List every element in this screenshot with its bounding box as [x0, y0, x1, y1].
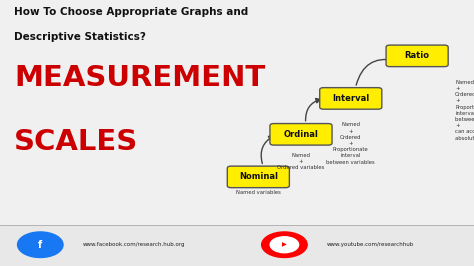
FancyBboxPatch shape	[319, 88, 382, 109]
Text: www.facebook.com/research.hub.org: www.facebook.com/research.hub.org	[83, 242, 185, 247]
Text: How To Choose Appropriate Graphs and: How To Choose Appropriate Graphs and	[14, 7, 248, 17]
FancyBboxPatch shape	[228, 166, 289, 188]
Text: www.youtube.com/researchhub: www.youtube.com/researchhub	[327, 242, 414, 247]
Text: Ratio: Ratio	[405, 51, 429, 60]
Text: Named
+
Ordered
+
Proportionate
interval
between variables
+
can accommodate
abs: Named + Ordered + Proportionate interval…	[455, 80, 474, 141]
Text: MEASUREMENT: MEASUREMENT	[14, 64, 265, 92]
FancyBboxPatch shape	[386, 45, 448, 66]
Text: Interval: Interval	[332, 94, 369, 103]
Text: SCALES: SCALES	[14, 128, 138, 156]
FancyBboxPatch shape	[270, 124, 332, 145]
Text: f: f	[38, 240, 42, 250]
Text: Named
+
Ordered
+
Proportionate
interval
between variables: Named + Ordered + Proportionate interval…	[327, 122, 375, 165]
Circle shape	[18, 232, 63, 257]
Text: Ordinal: Ordinal	[283, 130, 319, 139]
Text: Named variables: Named variables	[236, 190, 281, 195]
Circle shape	[262, 232, 307, 257]
Text: ▶: ▶	[282, 242, 287, 247]
Circle shape	[270, 237, 299, 253]
FancyBboxPatch shape	[0, 225, 474, 266]
Text: Named
+
Ordered variables: Named + Ordered variables	[277, 153, 325, 170]
Text: Descriptive Statistics?: Descriptive Statistics?	[14, 32, 146, 42]
Text: Nominal: Nominal	[239, 172, 278, 181]
